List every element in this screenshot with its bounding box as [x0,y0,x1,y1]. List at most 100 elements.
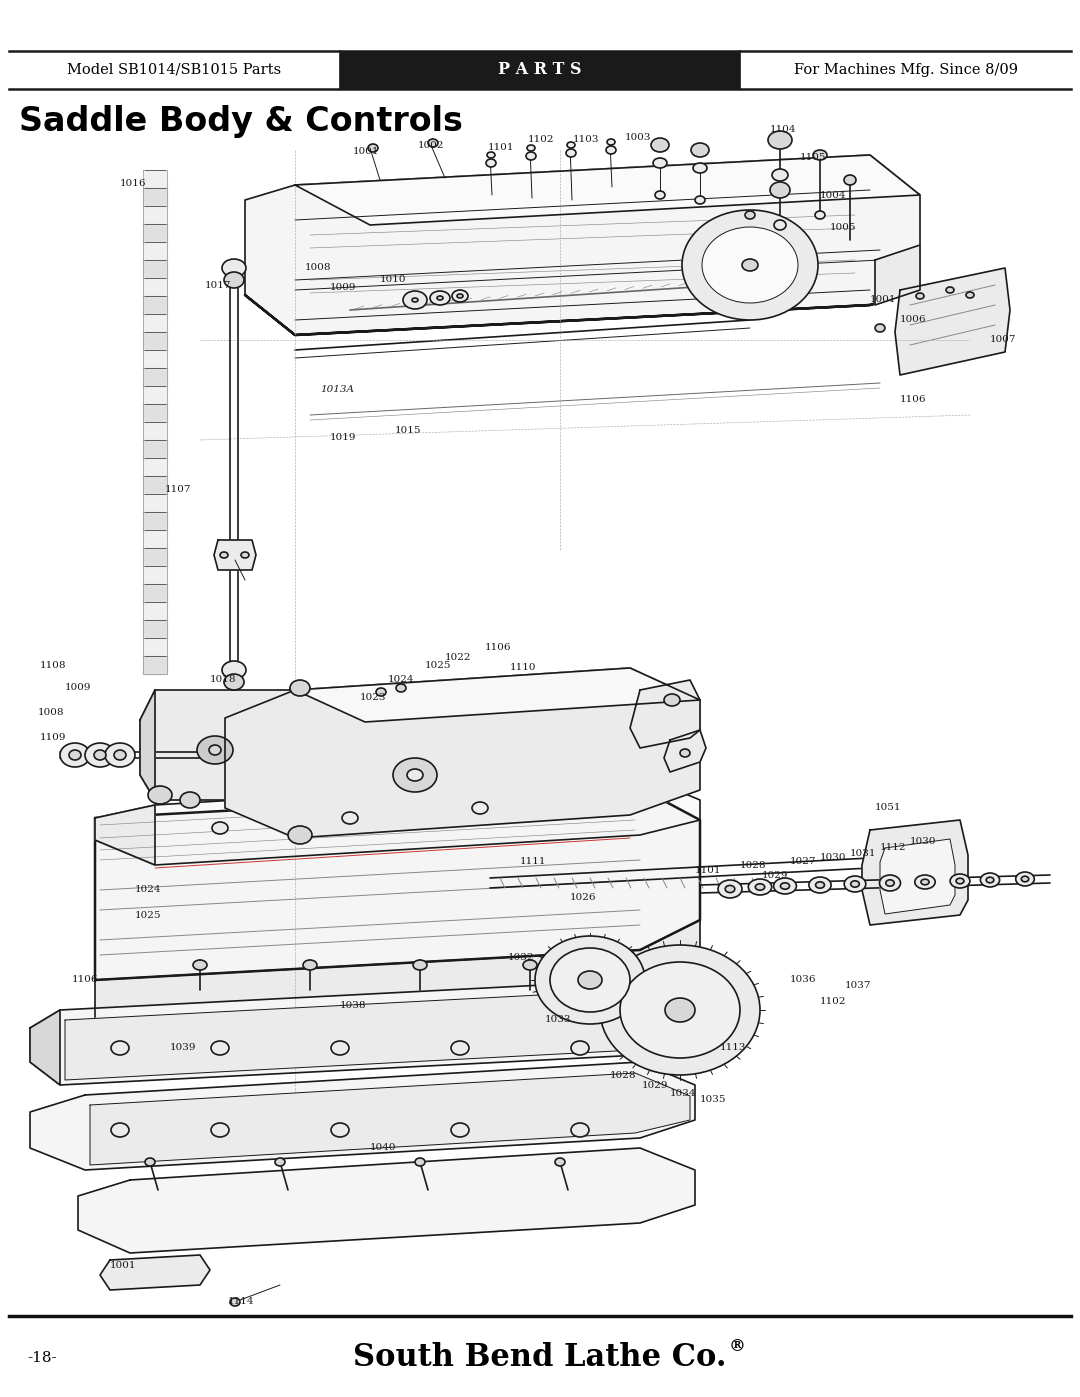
Text: 1039: 1039 [170,1044,197,1052]
Ellipse shape [180,792,200,807]
Ellipse shape [956,879,964,884]
Text: 1032: 1032 [508,954,535,963]
Text: 1109: 1109 [40,733,67,742]
Polygon shape [143,278,167,296]
Polygon shape [143,404,167,422]
Polygon shape [143,314,167,332]
Ellipse shape [220,552,228,557]
Ellipse shape [411,298,418,302]
Text: 1107: 1107 [165,486,191,495]
Ellipse shape [809,877,832,893]
Text: 1029: 1029 [762,870,788,880]
Ellipse shape [725,886,734,893]
Ellipse shape [85,743,114,767]
Ellipse shape [600,944,760,1076]
Polygon shape [143,170,167,189]
Ellipse shape [651,138,669,152]
Text: 1024: 1024 [388,676,415,685]
Ellipse shape [105,743,135,767]
Polygon shape [90,1073,690,1165]
Text: 1005: 1005 [831,224,856,232]
Ellipse shape [813,149,827,161]
Ellipse shape [330,1041,349,1055]
Ellipse shape [886,880,894,886]
Ellipse shape [781,883,789,890]
Ellipse shape [526,152,536,161]
Ellipse shape [915,875,935,888]
Polygon shape [245,291,920,335]
Ellipse shape [691,142,708,156]
Ellipse shape [620,963,740,1058]
Ellipse shape [303,960,318,970]
Ellipse shape [773,877,796,894]
Text: 1030: 1030 [820,854,847,862]
Text: 1024: 1024 [135,886,162,894]
Polygon shape [143,620,167,638]
Text: 1023: 1023 [360,693,387,703]
Polygon shape [225,668,700,838]
Text: 1035: 1035 [700,1095,727,1105]
Polygon shape [30,1062,696,1171]
Polygon shape [143,205,167,224]
Text: 1102: 1102 [528,136,554,144]
Polygon shape [875,244,920,305]
Ellipse shape [487,152,495,158]
Polygon shape [95,921,700,1023]
Ellipse shape [535,936,645,1024]
Polygon shape [143,584,167,602]
Polygon shape [295,155,920,225]
Ellipse shape [845,876,866,893]
Ellipse shape [815,882,824,888]
Ellipse shape [60,743,90,767]
Ellipse shape [145,1158,156,1166]
Polygon shape [65,990,696,1080]
Text: P A R T S: P A R T S [498,61,582,78]
Polygon shape [143,296,167,314]
Ellipse shape [555,1158,565,1166]
Text: 1103: 1103 [573,136,599,144]
Ellipse shape [486,159,496,168]
Ellipse shape [981,873,1000,887]
Text: 1112: 1112 [880,844,906,852]
Ellipse shape [211,1041,229,1055]
Text: 1009: 1009 [65,683,92,693]
Text: 1106: 1106 [485,644,512,652]
Ellipse shape [1022,876,1029,882]
Text: 1105: 1105 [800,154,826,162]
Ellipse shape [607,138,615,145]
Ellipse shape [742,258,758,271]
Polygon shape [140,690,156,800]
Text: 1102: 1102 [820,997,847,1006]
Polygon shape [143,548,167,566]
Ellipse shape [748,879,772,895]
Ellipse shape [222,258,246,277]
Text: 1040: 1040 [370,1144,396,1153]
Text: 1106: 1106 [900,395,927,405]
Polygon shape [143,332,167,351]
Ellipse shape [693,163,707,173]
Ellipse shape [745,211,755,219]
Text: 1001: 1001 [870,296,896,305]
Polygon shape [95,805,156,865]
Text: 1111: 1111 [519,858,546,866]
Ellipse shape [875,324,885,332]
Ellipse shape [916,293,924,299]
Text: 1037: 1037 [845,981,872,989]
Text: 1101: 1101 [696,866,721,875]
Polygon shape [143,566,167,584]
Ellipse shape [330,1123,349,1137]
Text: 1026: 1026 [570,894,596,902]
Ellipse shape [210,745,221,754]
Ellipse shape [755,884,765,890]
Polygon shape [143,422,167,440]
Ellipse shape [376,687,386,696]
Polygon shape [30,1010,60,1085]
Ellipse shape [946,286,954,293]
Polygon shape [143,458,167,476]
Text: 1007: 1007 [990,335,1016,345]
Text: 1015: 1015 [395,426,421,434]
Ellipse shape [430,291,450,305]
Ellipse shape [393,759,437,792]
Text: 1017: 1017 [205,281,231,289]
Ellipse shape [966,292,974,298]
